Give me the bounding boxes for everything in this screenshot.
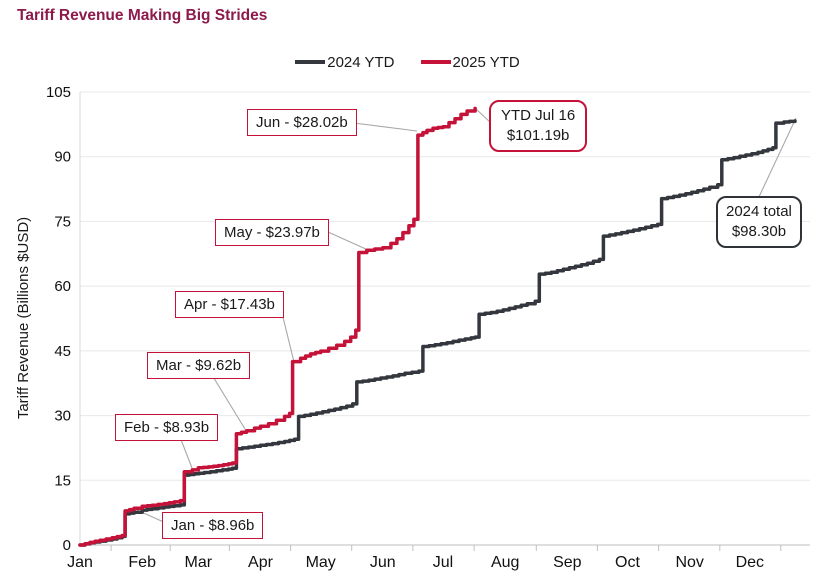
legend-item-2024: 2024 YTD <box>295 53 395 71</box>
annotation-text: $98.30b <box>731 223 787 240</box>
legend: 2024 YTD 2025 YTD <box>0 51 815 73</box>
y-tick-label: 105 <box>46 84 71 101</box>
legend-label-2025: 2025 YTD <box>452 53 520 71</box>
x-tick-label: Oct <box>615 554 640 571</box>
x-tick-label: Apr <box>248 554 274 571</box>
page-title: Tariff Revenue Making Big Strides <box>17 7 268 24</box>
x-tick-label: Sep <box>553 554 582 571</box>
x-tick-label: Aug <box>491 554 519 571</box>
annotation-apr: Apr - $17.43b <box>175 291 284 318</box>
annotation-leader-feb <box>179 436 193 469</box>
x-tick-label: Feb <box>128 554 156 571</box>
annotation-total-2024: 2024 total $98.30b <box>716 196 802 248</box>
y-tick-label: 30 <box>54 408 71 425</box>
annotation-text: Apr - $17.43b <box>184 296 275 313</box>
series-line-2025-ytd <box>78 106 477 547</box>
series-line-2024-ytd <box>78 119 797 547</box>
y-tick-label: 75 <box>54 213 71 230</box>
x-tick-label: Jan <box>67 554 93 571</box>
legend-swatch-2025 <box>420 60 451 64</box>
annotation-text: May - $23.97b <box>224 224 320 241</box>
x-tick-label: Jun <box>370 554 396 571</box>
legend-label-2024: 2024 YTD <box>327 53 395 71</box>
y-tick-label: 90 <box>54 149 71 166</box>
annotation-ytd-jul-16: YTD Jul 16 $101.19b <box>489 100 588 152</box>
legend-item-2025: 2025 YTD <box>420 53 520 71</box>
y-tick-label: 15 <box>54 472 71 489</box>
x-tick-label: May <box>306 554 336 571</box>
annotation-leader-total-2024 <box>757 117 797 200</box>
annotation-leader-mar <box>211 374 246 430</box>
annotation-text: Mar - $9.62b <box>156 357 242 374</box>
annotation-text: YTD Jul 16 <box>501 107 576 124</box>
annotation-text: Jun - $28.02b <box>256 114 348 131</box>
x-tick-label: Nov <box>675 554 703 571</box>
annotation-text: Feb - $8.93b <box>124 419 210 436</box>
annotation-jan: Jan - $8.96b <box>162 512 264 539</box>
annotation-text: 2024 total <box>726 203 792 220</box>
x-tick-label: Dec <box>736 554 764 571</box>
y-tick-label: 60 <box>54 278 71 295</box>
x-tick-label: Mar <box>185 554 213 571</box>
annotation-leader-may <box>327 231 369 251</box>
annotation-leader-jun <box>353 122 418 132</box>
y-tick-label: 45 <box>54 343 71 360</box>
annotation-mar: Mar - $9.62b <box>147 352 251 379</box>
annotation-text: Jan - $8.96b <box>171 517 255 534</box>
x-tick-label: Jul <box>433 554 453 571</box>
y-tick-label: 0 <box>63 537 71 554</box>
legend-swatch-2024 <box>295 60 326 64</box>
annotation-may: May - $23.97b <box>215 219 329 246</box>
annotation-text: $101.19b <box>506 127 570 144</box>
annotation-feb: Feb - $8.93b <box>115 414 219 441</box>
annotation-jun: Jun - $28.02b <box>247 109 357 136</box>
